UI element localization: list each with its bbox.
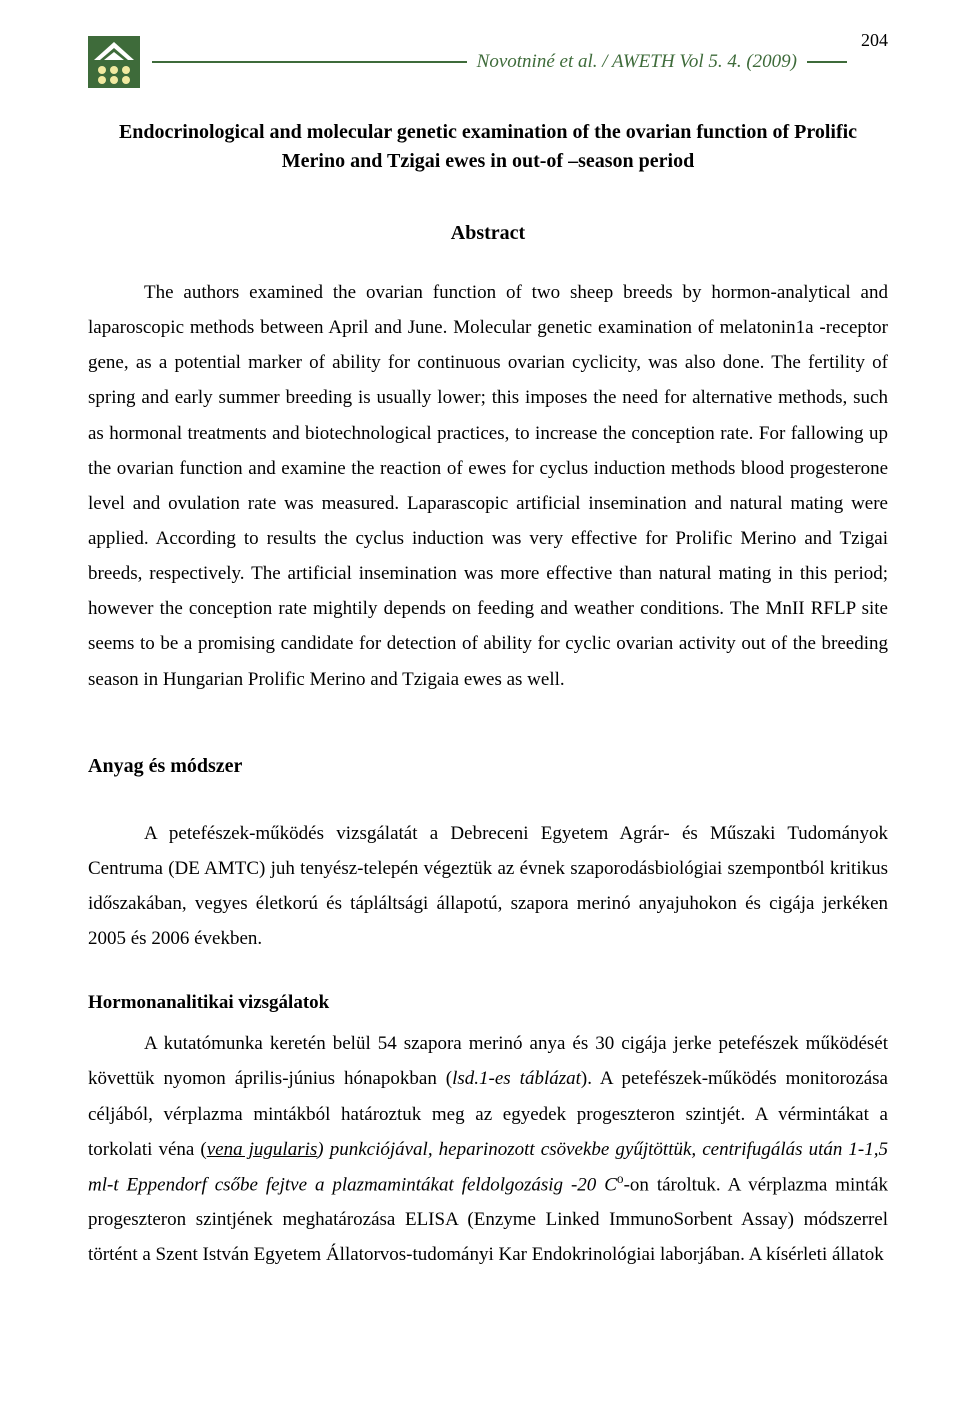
vein-term: vena jugularis [207,1139,318,1160]
subsection-heading-hormone: Hormonanalitikai vizsgálatok [88,992,888,1014]
abstract-text: The authors examined the ovarian functio… [88,282,888,690]
page: Novotniné et al. / AWETH Vol 5. 4. (2009… [0,0,960,1404]
article-title: Endocrinological and molecular genetic e… [88,118,888,176]
methods-paragraph: A petefészek-működés vizsgálatát a Debre… [88,816,888,957]
degree-superscript: o [617,1171,624,1186]
header-rule-left [152,61,467,63]
methods-text: A petefészek-működés vizsgálatát a Debre… [88,823,888,949]
hormone-paragraph: A kutatómunka keretén belül 54 szapora m… [88,1026,888,1272]
journal-logo [88,36,140,88]
abstract-heading: Abstract [88,222,888,245]
section-heading-methods: Anyag és módszer [88,755,888,778]
header-rule-right [807,61,847,63]
abstract-body: The authors examined the ovarian functio… [88,275,888,697]
table-reference: lsd.1-es táblázat [452,1068,581,1089]
running-header: Novotniné et al. / AWETH Vol 5. 4. (2009… [88,36,888,88]
page-number: 204 [847,30,888,51]
running-title: Novotniné et al. / AWETH Vol 5. 4. (2009… [467,51,807,73]
